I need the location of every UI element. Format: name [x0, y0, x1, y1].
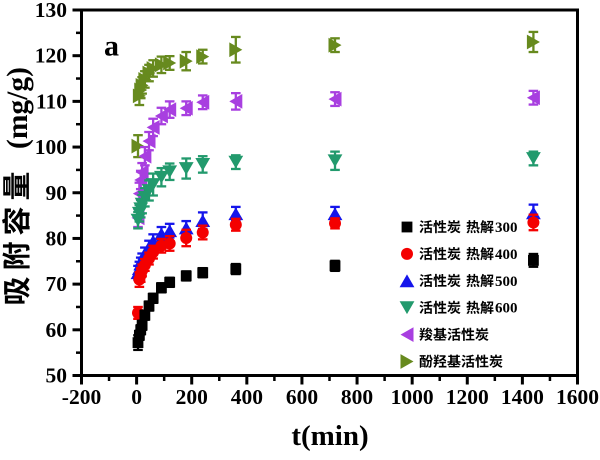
svg-text:200: 200: [176, 385, 208, 409]
svg-text:130: 130: [35, 0, 67, 22]
svg-text:60: 60: [46, 318, 68, 342]
svg-text:t(min): t(min): [291, 420, 368, 452]
svg-text:800: 800: [341, 385, 373, 409]
svg-text:100: 100: [35, 135, 67, 159]
svg-text:(mg/g): (mg/g): [2, 67, 34, 149]
svg-text:1200: 1200: [446, 385, 489, 409]
svg-text:120: 120: [35, 44, 67, 68]
svg-text:1000: 1000: [391, 385, 434, 409]
svg-text:50: 50: [46, 364, 68, 388]
svg-text:300: 300: [495, 220, 518, 236]
svg-text:600: 600: [286, 385, 318, 409]
svg-text:a: a: [104, 30, 119, 63]
svg-text:110: 110: [36, 89, 67, 113]
svg-text:1400: 1400: [501, 385, 544, 409]
svg-text:-200: -200: [62, 385, 101, 409]
svg-text:400: 400: [231, 385, 263, 409]
svg-text:500: 500: [495, 274, 518, 290]
svg-text:70: 70: [46, 272, 68, 296]
svg-text:1600: 1600: [556, 385, 599, 409]
svg-text:400: 400: [495, 247, 518, 263]
svg-text:600: 600: [495, 301, 518, 317]
svg-text:80: 80: [46, 226, 68, 250]
svg-text:90: 90: [46, 181, 68, 205]
svg-text:0: 0: [131, 385, 142, 409]
